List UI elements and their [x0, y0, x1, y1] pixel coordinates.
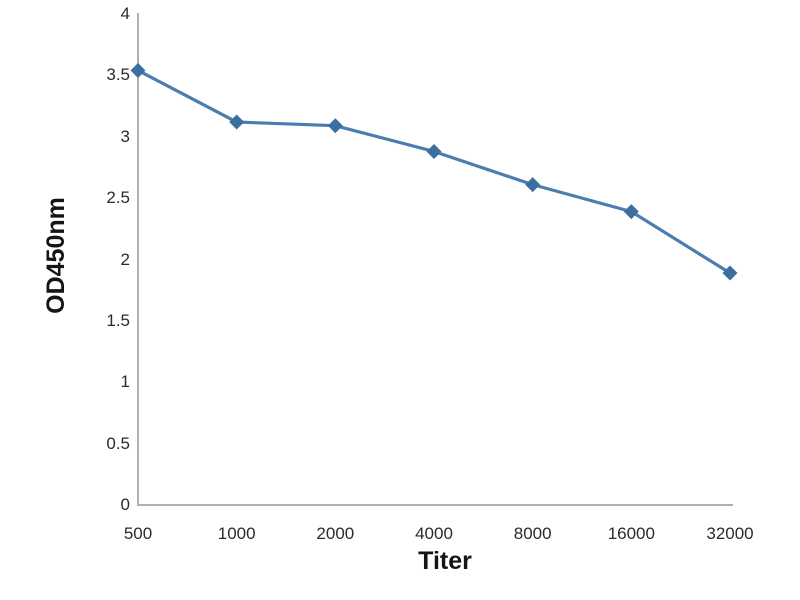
y-axis-tick-label: 0: [120, 495, 130, 514]
y-axis-tick-label: 1.5: [106, 310, 130, 330]
y-axis-tick-label: 3: [120, 126, 130, 146]
y-axis-tick-labels: 4 3.5 3 2.5 2 1.5 1 0.5 0: [78, 0, 130, 600]
y-axis-title-label: OD450nm: [41, 196, 70, 314]
series-markers: [130, 62, 738, 281]
y-axis-tick-label: 1: [120, 372, 130, 392]
data-point-marker: [722, 265, 738, 281]
y-axis-tick-label: 2.5: [106, 188, 130, 208]
x-axis-tick-label: 2000: [316, 524, 355, 543]
y-axis-tick-label: 2: [120, 249, 130, 269]
x-axis-tick-label: 4000: [415, 524, 453, 543]
x-axis-tick-label: 32000: [706, 524, 754, 543]
x-axis-tick-label: 500: [123, 524, 153, 543]
series-line: [136, 68, 732, 275]
x-axis-tick-labels: 500 1000 2000 4000 8000 16000 32000: [0, 524, 800, 552]
y-axis-tick-label: 0.5: [106, 433, 130, 453]
y-axis-line: [137, 13, 139, 506]
data-point-marker: [623, 204, 639, 220]
y-axis-tick-label: 3.5: [106, 65, 130, 85]
y-axis-tick-label: 4: [120, 4, 130, 23]
data-point-marker: [426, 143, 442, 159]
x-axis-title-label: Titer: [418, 547, 472, 575]
x-axis-title: Titer: [0, 547, 800, 576]
data-point-marker: [525, 177, 541, 193]
x-axis-tick-label: 1000: [217, 524, 256, 543]
x-axis-tick-label: 16000: [607, 524, 655, 543]
data-point-marker: [229, 114, 245, 130]
y-axis-title: OD450nm: [36, 160, 76, 350]
x-axis-tick-label: 8000: [513, 524, 552, 543]
data-point-marker: [327, 118, 343, 134]
x-axis-line: [137, 504, 733, 506]
